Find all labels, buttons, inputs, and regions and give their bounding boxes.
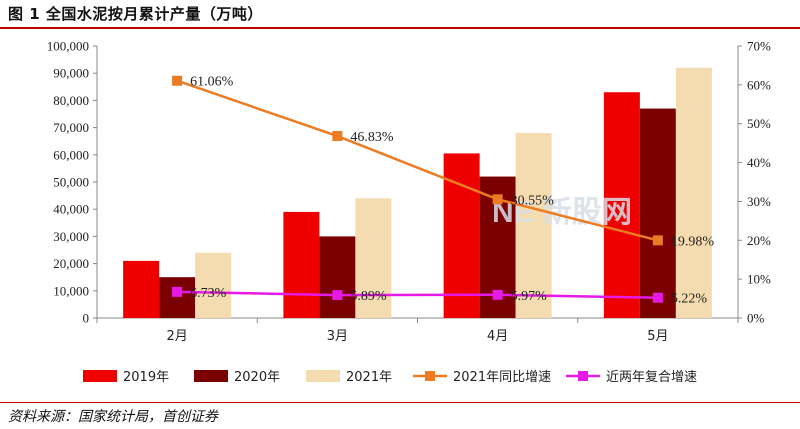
x-category-label: 3月: [327, 329, 348, 344]
right-tick-label: 30%: [747, 194, 771, 209]
bar-2020年: [159, 277, 196, 318]
bar-2019年: [283, 211, 320, 318]
chart-title: 图 1 全国水泥按月累计产量（万吨）: [8, 5, 263, 23]
bar-2020年: [319, 236, 356, 318]
marker-2021年同比增速: [652, 235, 663, 246]
data-label-近两年复合增速: 6.73%: [190, 286, 227, 301]
legend-item: 近两年复合增速: [566, 370, 697, 385]
bar-2019年: [603, 92, 640, 319]
data-label-2021年同比增速: 61.06%: [190, 75, 234, 90]
bars: [123, 67, 712, 319]
data-label-近两年复合增速: 5.22%: [671, 292, 708, 307]
legend-label: 近两年复合增速: [606, 370, 697, 385]
marker-近两年复合增速: [332, 290, 343, 301]
bar-2019年: [443, 153, 480, 318]
legend-label: 2021年: [346, 370, 392, 385]
left-tick-label: 10,000: [53, 283, 89, 298]
marker-近两年复合增速: [652, 292, 663, 303]
line-2021年同比增速: [176, 79, 659, 242]
left-tick-label: 90,000: [53, 66, 89, 81]
data-label-2021年同比增速: 46.83%: [350, 130, 394, 145]
chart: 0 10,000 20,000 30,000 40,000 50,000 60,000 70,…: [47, 39, 771, 386]
bar-2020年: [639, 108, 676, 318]
marker-近两年复合增速: [492, 289, 503, 300]
bar-2019年: [123, 260, 160, 318]
right-tick-label: 20%: [747, 233, 771, 248]
bar-2021年: [195, 252, 232, 318]
legend-label: 2020年: [234, 370, 280, 385]
left-tick-label: 50,000: [53, 175, 89, 190]
title-divider: [0, 27, 800, 29]
legend-item: 2019年: [83, 370, 169, 385]
watermark: NE 新股网: [492, 196, 632, 229]
legend-item: 2020年: [194, 370, 280, 385]
data-label-2021年同比增速: 30.55%: [511, 193, 555, 208]
legend-marker: [578, 371, 588, 381]
right-tick-label: 50%: [747, 116, 771, 131]
left-tick-label: 20,000: [53, 256, 89, 271]
source-note: 资料来源：国家统计局，首创证券: [8, 409, 218, 425]
left-tick-label: 40,000: [53, 202, 89, 217]
right-tick-label: 70%: [747, 39, 771, 54]
legend-label: 2021年同比增速: [453, 370, 551, 385]
left-tick-label: 70,000: [53, 120, 89, 135]
x-category-label: 2月: [166, 329, 187, 344]
bar-2021年: [515, 133, 552, 318]
left-tick-label: 60,000: [53, 147, 89, 162]
left-tick-label: 0: [83, 311, 90, 326]
x-category-label: 4月: [487, 329, 508, 344]
legend-item: 2021年同比增速: [413, 370, 551, 385]
legend-item: 2021年: [306, 370, 392, 385]
left-tick-label: 100,000: [47, 39, 89, 54]
data-label-近两年复合增速: 5.97%: [511, 289, 548, 304]
data-label-近两年复合增速: 5.89%: [350, 289, 387, 304]
left-tick-label: 80,000: [53, 93, 89, 108]
data-labels: 61.06% 46.83% 30.55% 19.98% 6.73% 5.89% 5.97% 5…: [190, 75, 714, 307]
line-近两年复合增速: [177, 290, 658, 299]
marker-2021年同比增速: [332, 131, 343, 142]
legend-marker: [425, 371, 435, 381]
right-tick-label: 40%: [747, 155, 771, 170]
legend: 2019年 2020年 2021年 2021年同比增速 近两年复合增速: [83, 370, 697, 385]
bar-2021年: [675, 67, 712, 318]
marker-近两年复合增速: [172, 286, 183, 297]
legend-swatch: [306, 370, 340, 382]
legend-label: 2019年: [123, 370, 169, 385]
right-tick-label: 60%: [747, 77, 771, 92]
bar-2021年: [355, 198, 392, 318]
marker-2021年同比增速: [172, 75, 183, 86]
left-tick-label: 30,000: [53, 229, 89, 244]
x-category-label: 5月: [647, 329, 668, 344]
axes: 0 10,000 20,000 30,000 40,000 50,000 60,000 70,…: [47, 39, 771, 345]
marker-2021年同比增速: [492, 194, 503, 205]
lines: [172, 75, 663, 303]
source-divider: [0, 402, 800, 403]
right-tick-label: 0%: [747, 311, 765, 326]
legend-swatch: [194, 370, 228, 382]
right-tick-label: 10%: [747, 272, 771, 287]
legend-swatch: [83, 370, 117, 382]
data-label-2021年同比增速: 19.98%: [671, 234, 715, 249]
